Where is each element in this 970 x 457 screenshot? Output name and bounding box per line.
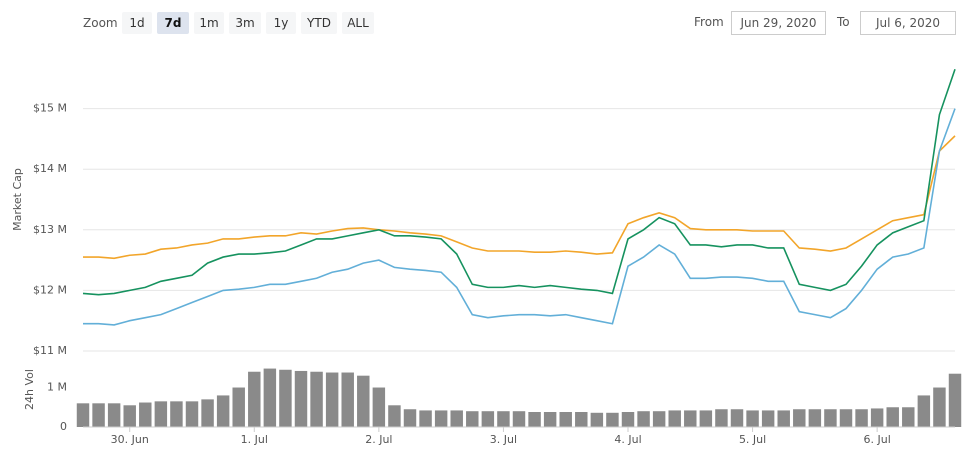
series-line: [83, 108, 956, 326]
volume-bar: [652, 411, 666, 427]
x-tick-label: 5. Jul: [739, 433, 766, 446]
to-input[interactable]: Jul 6, 2020: [860, 11, 956, 35]
series-line: [82, 68, 956, 296]
volume-bar: [543, 412, 557, 427]
series-line: [83, 135, 956, 260]
volume-bar: [668, 410, 681, 427]
volume-bar: [761, 410, 775, 427]
volume-bar: [154, 401, 168, 427]
volume-bar: [139, 402, 152, 427]
y-tick-label: $12 M: [33, 283, 67, 296]
volume-bar: [933, 387, 946, 427]
x-tick-label: 6. Jul: [864, 433, 891, 446]
volume-bar: [357, 375, 370, 427]
volume-bar: [92, 403, 105, 427]
volume-bar: [746, 410, 759, 427]
to-label: To: [837, 15, 850, 29]
y-tick-label: $14 M: [33, 162, 67, 175]
volume-bar: [481, 411, 495, 427]
from-input[interactable]: Jun 29, 2020: [731, 11, 826, 35]
volume-bar: [76, 403, 90, 427]
volume-bar: [575, 412, 588, 427]
x-tick-label: 3. Jul: [490, 433, 517, 446]
volume-bar: [886, 407, 899, 427]
y-axis-label: Market Cap: [11, 168, 24, 231]
volume-bar: [294, 370, 308, 427]
volume-bar: [341, 372, 354, 427]
volume-bar: [388, 405, 401, 427]
y-tick-label: $13 M: [33, 223, 67, 236]
volume-bar: [372, 387, 386, 427]
volume-bar: [948, 373, 962, 427]
zoom-button[interactable]: 1d: [122, 12, 152, 34]
x-tick-label: 1. Jul: [241, 433, 268, 446]
y-axis-label: 24h Vol: [23, 369, 36, 410]
y-tick-label: $15 M: [33, 102, 67, 115]
volume-bar: [824, 409, 837, 427]
from-label: From: [694, 15, 724, 29]
volume-bar: [185, 401, 199, 427]
volume-bar: [606, 412, 619, 427]
volume-bar: [403, 409, 417, 427]
zoom-button[interactable]: 7d: [157, 12, 189, 34]
y-tick-label: 0: [60, 420, 67, 433]
zoom-button[interactable]: 3m: [229, 12, 261, 34]
volume-bar: [528, 412, 541, 427]
volume-bar: [201, 399, 214, 427]
volume-bar: [107, 403, 121, 427]
volume-bar: [590, 412, 604, 427]
volume-bar: [637, 411, 650, 427]
y-tick-label: 1 M: [47, 381, 67, 394]
zoom-button[interactable]: 1m: [194, 12, 224, 34]
volume-bar: [123, 405, 136, 427]
volume-bar: [808, 409, 822, 427]
volume-bar: [170, 401, 183, 427]
volume-bar: [512, 411, 526, 427]
volume-bar: [310, 371, 323, 427]
volume-bar: [232, 387, 245, 427]
volume-bar: [699, 410, 713, 427]
volume-bar: [917, 395, 931, 427]
volume-bar: [325, 372, 339, 427]
volume-bar: [419, 410, 432, 427]
volume-bar: [434, 410, 448, 427]
volume-bar: [279, 369, 292, 427]
volume-bar: [450, 410, 463, 427]
volume-bar: [263, 368, 277, 427]
volume-bar: [855, 409, 868, 427]
volume-bar: [248, 371, 261, 427]
volume-bar: [870, 408, 884, 427]
volume-bar: [466, 411, 479, 427]
volume-bar: [777, 410, 790, 427]
y-tick-label: $11 M: [33, 344, 67, 357]
volume-bar: [715, 409, 728, 427]
volume-bar: [216, 395, 230, 427]
zoom-button[interactable]: ALL: [342, 12, 374, 34]
volume-bar: [684, 410, 697, 427]
volume-bar: [793, 409, 806, 427]
volume-bar: [730, 409, 744, 427]
zoom-label: Zoom: [83, 16, 118, 30]
volume-bar: [839, 409, 853, 427]
volume-bar: [902, 407, 915, 427]
zoom-button[interactable]: 1y: [266, 12, 296, 34]
x-tick-label: 4. Jul: [614, 433, 641, 446]
volume-bar: [559, 412, 572, 427]
x-tick-label: 2. Jul: [365, 433, 392, 446]
zoom-button[interactable]: YTD: [301, 12, 337, 34]
volume-bar: [497, 411, 510, 427]
volume-bar: [621, 412, 635, 427]
x-tick-label: 30. Jun: [111, 433, 149, 446]
